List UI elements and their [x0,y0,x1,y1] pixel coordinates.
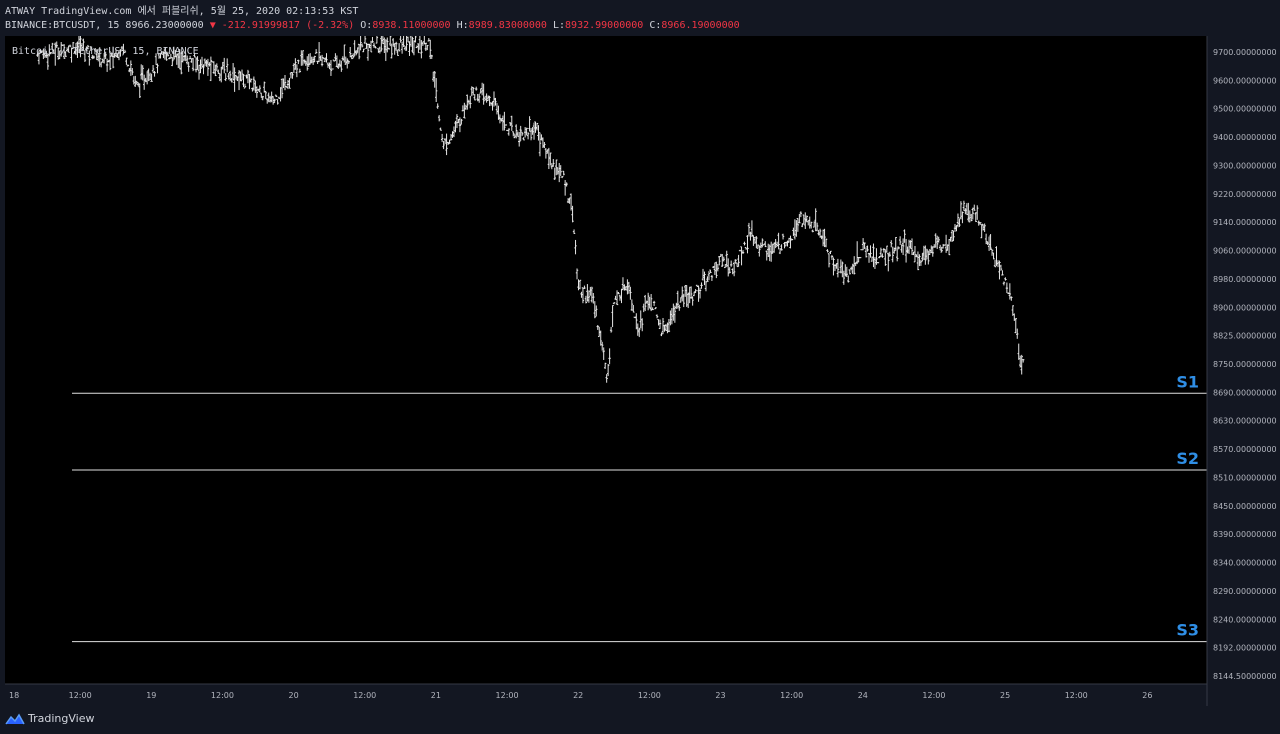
time-tick-label: 20 [289,691,299,700]
chart-header: ATWAY TradingView.com 에서 퍼블리쉬, 5월 25, 20… [0,0,1280,36]
time-tick-label: 23 [715,691,725,700]
price-tick-label: 8290.00000000 [1213,587,1277,596]
support-label-s2: S2 [1176,449,1199,468]
last-price: 8966.23000000 [125,20,204,31]
time-tick-label: 12:00 [69,691,92,700]
price-tick-label: 8900.00000000 [1213,303,1277,312]
price-chart[interactable]: S1 S2 S3 Bitcoin / TetherUS, 15, BINANCE 9… [0,36,1280,706]
chart-legend: Bitcoin / TetherUS, 15, BINANCE [12,46,199,57]
time-tick-label: 12:00 [211,691,234,700]
tradingview-logo-icon[interactable] [5,712,25,726]
price-tick-label: 9600.00000000 [1213,76,1277,85]
publish-line: ATWAY TradingView.com 에서 퍼블리쉬, 5월 25, 20… [5,6,359,17]
price-tick-label: 8192.00000000 [1213,644,1277,653]
support-label-s1: S1 [1176,372,1199,391]
price-tick-label: 9060.00000000 [1213,247,1277,256]
price-tick-label: 9400.00000000 [1213,133,1277,142]
time-tick-label: 22 [573,691,583,700]
time-axis[interactable]: 18 12:00 19 12:00 20 12:00 21 12:00 22 12:00 23 12:… [9,691,1152,700]
price-tick-label: 8340.00000000 [1213,559,1277,568]
price-tick-label: 9220.00000000 [1213,190,1277,199]
time-tick-label: 21 [431,691,441,700]
price-tick-label: 9700.00000000 [1213,48,1277,57]
price-tick-label: 9300.00000000 [1213,161,1277,170]
time-tick-label: 19 [146,691,156,700]
time-tick-label: 26 [1142,691,1152,700]
low-value: 8932.99000000 [565,20,644,31]
time-tick-label: 12:00 [638,691,661,700]
high-label: H: [456,20,469,31]
price-tick-label: 8750.00000000 [1213,360,1277,369]
time-tick-label: 12:00 [496,691,519,700]
time-tick-label: 12:00 [353,691,376,700]
price-tick-label: 8450.00000000 [1213,502,1277,511]
time-tick-label: 12:00 [780,691,803,700]
price-tick-label: 9500.00000000 [1213,105,1277,114]
price-tick-label: 8570.00000000 [1213,445,1277,454]
time-tick-label: 12:00 [922,691,945,700]
close-label: C: [649,20,662,31]
open-label: O: [360,20,373,31]
open-value: 8938.11000000 [372,20,451,31]
close-value: 8966.19000000 [661,20,740,31]
high-value: 8989.83000000 [468,20,547,31]
price-tick-label: 8825.00000000 [1213,332,1277,341]
symbol-ohlc-line: BINANCE:BTCUSDT, 15 8966.23000000 ▼ -212… [5,20,740,32]
price-axis[interactable]: 9700.00000000 9600.00000000 9500.00000000 9… [1213,48,1277,681]
support-label-s3: S3 [1176,621,1199,640]
price-tick-label: 8630.00000000 [1213,417,1277,426]
time-tick-label: 12:00 [1065,691,1088,700]
time-tick-label: 18 [9,691,19,700]
symbol-label[interactable]: BINANCE:BTCUSDT, 15 [5,20,120,31]
price-tick-label: 8690.00000000 [1213,388,1277,397]
price-tick-label: 8510.00000000 [1213,473,1277,482]
ohlc-bars [36,36,1025,383]
price-tick-label: 9140.00000000 [1213,218,1277,227]
time-tick-label: 24 [858,691,868,700]
price-tick-label: 8980.00000000 [1213,275,1277,284]
price-change: ▼ -212.91999817 (-2.32%) [209,20,355,31]
chart-footer: TradingView [0,706,1280,734]
price-tick-label: 8240.00000000 [1213,615,1277,624]
tradingview-brand[interactable]: TradingView [28,712,95,725]
support-levels: S1 S2 S3 [72,372,1207,643]
low-label: L: [552,20,566,31]
time-tick-label: 25 [1000,691,1010,700]
price-tick-label: 8144.50000000 [1213,672,1277,681]
plot-area[interactable] [5,36,1207,684]
publish-info: ATWAY TradingView.com 에서 퍼블리쉬, 5월 25, 20… [5,6,358,18]
price-tick-label: 8390.00000000 [1213,530,1277,539]
